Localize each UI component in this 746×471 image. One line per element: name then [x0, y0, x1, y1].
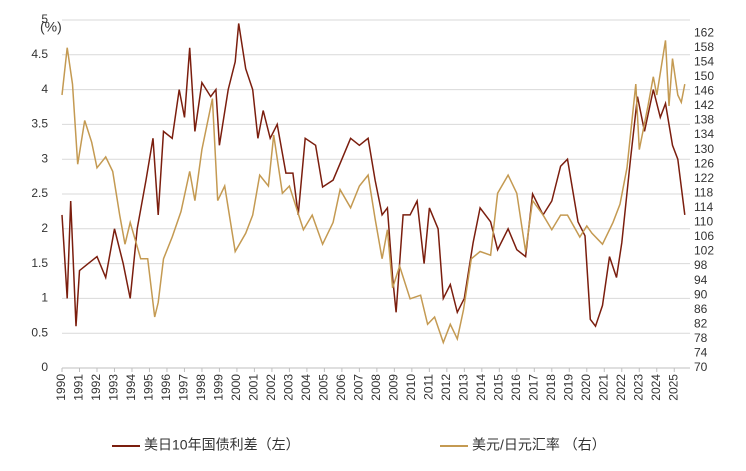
x-tick-label: 2009	[387, 374, 401, 401]
y-tick-label: 0	[41, 360, 48, 374]
y-tick-label: 4.5	[31, 47, 48, 61]
y2-tick-label: 82	[694, 316, 708, 330]
y-tick-label: 3	[41, 151, 48, 165]
y2-tick-label: 154	[694, 54, 714, 68]
x-tick-label: 1994	[124, 374, 138, 401]
y2-tick-label: 142	[694, 98, 714, 112]
series-line	[61, 40, 686, 345]
x-tick-label: 1992	[89, 374, 103, 401]
x-tick-label: 2011	[422, 374, 436, 400]
y2-tick-label: 122	[694, 171, 714, 185]
y-tick-label: 1.5	[31, 256, 48, 270]
x-tick-label: 2020	[579, 374, 593, 401]
y2-tick-label: 158	[694, 40, 714, 54]
y-tick-label: 4	[41, 82, 48, 96]
x-tick-label: 2021	[596, 374, 610, 401]
y2-tick-label: 146	[694, 84, 714, 98]
x-tick-label: 1998	[194, 374, 208, 401]
y2-tick-label: 134	[694, 127, 714, 141]
x-tick-label: 2008	[369, 374, 383, 401]
x-tick-label: 2005	[317, 374, 331, 401]
x-tick-label: 1991	[72, 374, 86, 401]
y-tick-label: 1	[41, 291, 48, 305]
legend-label: 美日10年国债利差（左）	[144, 437, 300, 453]
y2-tick-label: 86	[694, 302, 708, 316]
x-tick-label: 1999	[212, 374, 226, 401]
y2-tick-label: 110	[694, 215, 713, 229]
series-line	[61, 23, 686, 328]
y2-tick-label: 138	[694, 113, 714, 127]
y2-tick-label: 130	[694, 142, 714, 156]
x-tick-label: 1995	[142, 374, 156, 401]
y2-tick-label: 162	[694, 25, 714, 39]
x-tick-label: 2015	[491, 374, 505, 401]
x-tick-label: 2017	[526, 374, 540, 401]
x-tick-label: 2004	[299, 374, 313, 401]
y2-tick-label: 106	[694, 229, 714, 243]
y2-tick-label: 102	[694, 244, 714, 258]
y2-tick-label: 78	[694, 331, 708, 345]
x-tick-label: 2000	[229, 374, 243, 401]
y2-tick-label: 118	[694, 185, 713, 199]
x-tick-label: 2014	[474, 374, 488, 401]
y2-tick-label: 90	[694, 287, 708, 301]
y2-tick-label: 114	[694, 200, 713, 214]
x-tick-label: 2018	[544, 374, 558, 401]
x-tick-label: 2019	[561, 374, 575, 401]
y2-tick-label: 150	[694, 69, 714, 83]
x-tick-label: 2016	[509, 374, 523, 401]
x-tick-label: 2001	[247, 374, 261, 401]
x-tick-label: 2010	[404, 374, 418, 401]
x-tick-label: 1997	[177, 374, 191, 401]
x-tick-label: 2007	[352, 374, 366, 401]
y-tick-label: 2	[41, 221, 48, 235]
y2-tick-label: 74	[694, 346, 708, 360]
x-tick-label: 2013	[457, 374, 471, 401]
y-tick-label: 5	[41, 12, 48, 26]
y2-tick-label: 98	[694, 258, 708, 272]
y-tick-label: 3.5	[31, 117, 48, 131]
y-tick-label: 0.5	[31, 325, 48, 339]
x-tick-label: 1990	[54, 374, 68, 401]
x-tick-label: 2003	[282, 374, 296, 401]
y2-tick-label: 94	[694, 273, 708, 287]
x-tick-label: 1993	[107, 374, 121, 401]
y2-tick-label: 70	[694, 360, 708, 374]
x-tick-label: 2002	[264, 374, 278, 401]
x-tick-label: 2023	[631, 374, 645, 401]
y-axis-label: (%)	[40, 19, 62, 35]
y2-tick-label: 126	[694, 156, 714, 170]
x-tick-label: 2006	[334, 374, 348, 401]
x-tick-label: 2012	[439, 374, 453, 401]
x-tick-label: 2022	[614, 374, 628, 401]
legend-label: 美元/日元汇率 （右）	[472, 437, 606, 453]
y-tick-label: 2.5	[31, 186, 48, 200]
x-tick-label: 1996	[159, 374, 173, 401]
x-tick-label: 2024	[649, 374, 663, 401]
x-tick-label: 2025	[666, 374, 680, 401]
